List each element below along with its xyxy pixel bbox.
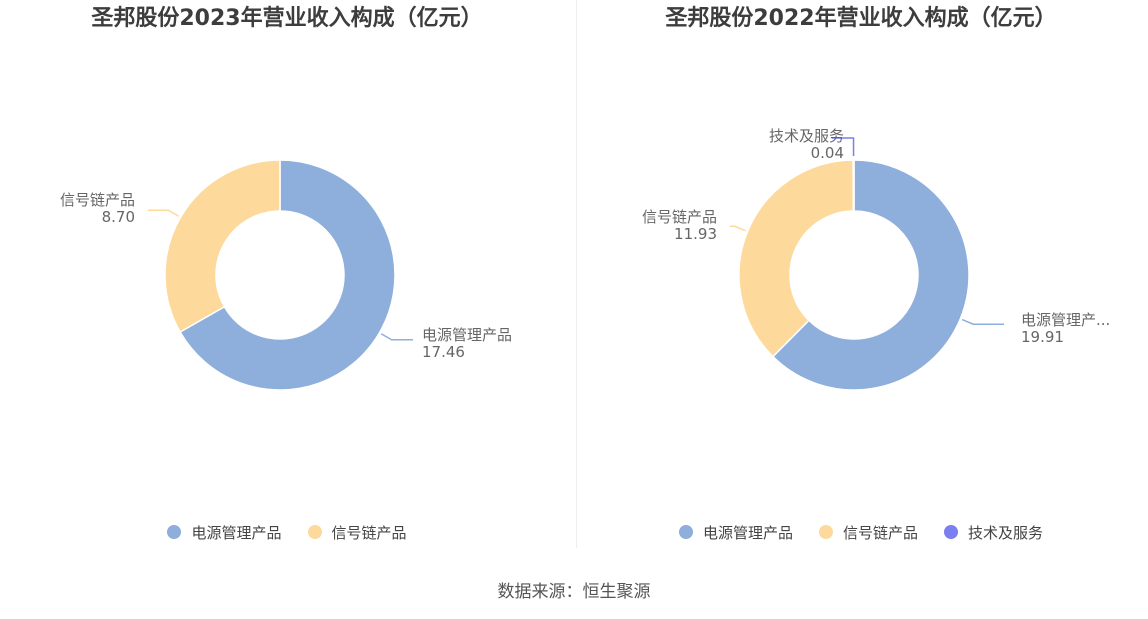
slice-value-2: 0.04 — [811, 144, 844, 162]
leader-line-0 — [380, 333, 413, 341]
leader-line-2 — [831, 137, 855, 157]
legend-item-1[interactable]: 信号链产品 — [307, 522, 407, 543]
legend-label-1: 信号链产品 — [331, 523, 407, 542]
slice-value-1: 11.93 — [674, 225, 717, 243]
slice-1 — [164, 159, 281, 334]
legend-2023: 电源管理产品 信号链产品 — [0, 520, 574, 544]
legend-label-0: 电源管理产品 — [191, 523, 282, 542]
legend-marker-0 — [678, 525, 693, 539]
legend-item-1[interactable]: 信号链产品 — [818, 522, 918, 543]
chart-title-2022: 圣邦股份2022年营业收入构成（亿元） — [665, 6, 1057, 31]
slice-1 — [738, 159, 855, 358]
chart-title-2023: 圣邦股份2023年营业收入构成（亿元） — [91, 6, 483, 31]
legend-marker-1 — [818, 525, 833, 539]
legend-label-2: 技术及服务 — [968, 523, 1044, 542]
slice-label-1: 信号链产品 — [642, 208, 717, 226]
legend-marker-1 — [307, 525, 322, 539]
slice-0 — [771, 159, 970, 391]
slice-0 — [179, 159, 396, 391]
legend-marker-0 — [167, 525, 182, 539]
slice-value-0: 19.91 — [1021, 328, 1064, 346]
legend-label-0: 电源管理产品 — [702, 523, 793, 542]
chart-panel-2023: 圣邦股份2023年营业收入构成（亿元） 电源管理产品 17.46 信号链产品 8.70… — [0, 0, 574, 560]
leader-line-1 — [148, 209, 180, 217]
leader-line-1 — [730, 225, 746, 232]
legend-label-1: 信号链产品 — [842, 523, 918, 542]
slice-2 — [852, 159, 855, 212]
slice-label-2: 技术及服务 — [769, 127, 844, 145]
leader-line-0 — [961, 318, 1004, 325]
legend-item-0[interactable]: 电源管理产品 — [167, 522, 282, 543]
slice-label-0: 电源管理产品 — [422, 326, 512, 344]
legend-item-0[interactable]: 电源管理产品 — [678, 522, 793, 543]
data-source: 数据来源：恒生聚源 — [497, 582, 651, 602]
slice-value-1: 8.70 — [102, 208, 135, 226]
legend-item-2[interactable]: 技术及服务 — [944, 522, 1043, 543]
legend-marker-2 — [944, 525, 958, 539]
slice-label-0: 电源管理产... — [1021, 311, 1110, 329]
chart-panel-2022: 圣邦股份2022年营业收入构成（亿元） 电源管理产... 19.91 信号链产品 11… — [574, 0, 1148, 560]
panel-divider — [576, 0, 577, 548]
legend-2022: 电源管理产品 信号链产品 技术及服务 — [574, 520, 1148, 544]
slice-label-1: 信号链产品 — [60, 191, 135, 209]
slice-value-0: 17.46 — [422, 343, 465, 361]
